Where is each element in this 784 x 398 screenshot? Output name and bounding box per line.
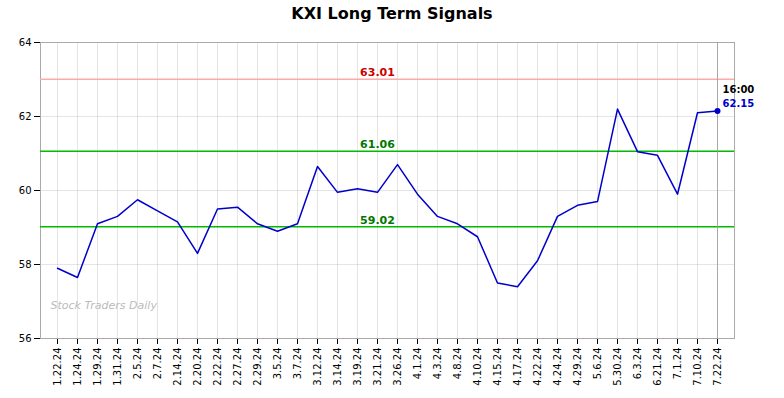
svg-text:4.22.24: 4.22.24 <box>532 348 543 386</box>
svg-text:1.31.24: 1.31.24 <box>112 348 123 386</box>
svg-text:3.26.24: 3.26.24 <box>392 348 403 386</box>
svg-text:63.01: 63.01 <box>360 66 395 79</box>
svg-text:4.8.24: 4.8.24 <box>452 348 463 380</box>
svg-text:6.21.24: 6.21.24 <box>652 348 663 386</box>
svg-text:64: 64 <box>19 37 32 48</box>
svg-text:2.22.24: 2.22.24 <box>212 348 223 386</box>
svg-text:4.24.24: 4.24.24 <box>552 348 563 386</box>
svg-text:60: 60 <box>19 185 32 196</box>
svg-text:2.7.24: 2.7.24 <box>152 348 163 380</box>
svg-text:4.1.24: 4.1.24 <box>412 348 423 380</box>
svg-text:2.5.24: 2.5.24 <box>132 348 143 380</box>
svg-text:7.1.24: 7.1.24 <box>672 348 683 380</box>
svg-text:3.14.24: 3.14.24 <box>332 348 343 386</box>
svg-text:5.6.24: 5.6.24 <box>592 348 603 380</box>
svg-text:Stock Traders Daily: Stock Traders Daily <box>51 299 158 312</box>
svg-text:4.29.24: 4.29.24 <box>572 348 583 386</box>
svg-text:3.5.24: 3.5.24 <box>272 348 283 380</box>
svg-text:7.22.24: 7.22.24 <box>712 348 723 386</box>
svg-text:56: 56 <box>19 333 32 344</box>
svg-text:61.06: 61.06 <box>360 138 395 151</box>
svg-text:2.20.24: 2.20.24 <box>192 348 203 386</box>
svg-text:6.3.24: 6.3.24 <box>632 348 643 380</box>
svg-text:59.02: 59.02 <box>360 214 395 227</box>
svg-text:4.15.24: 4.15.24 <box>492 348 503 386</box>
svg-text:16:00: 16:00 <box>723 84 755 95</box>
svg-text:2.29.24: 2.29.24 <box>252 348 263 386</box>
svg-text:62.15: 62.15 <box>723 98 755 109</box>
svg-text:5.30.24: 5.30.24 <box>612 348 623 386</box>
svg-text:2.14.24: 2.14.24 <box>172 348 183 386</box>
svg-text:1.24.24: 1.24.24 <box>72 348 83 386</box>
svg-text:3.7.24: 3.7.24 <box>292 348 303 380</box>
svg-text:3.19.24: 3.19.24 <box>352 348 363 386</box>
svg-text:2.27.24: 2.27.24 <box>232 348 243 386</box>
svg-text:1.29.24: 1.29.24 <box>92 348 103 386</box>
svg-text:4.10.24: 4.10.24 <box>472 348 483 386</box>
svg-text:3.12.24: 3.12.24 <box>312 348 323 386</box>
svg-text:58: 58 <box>19 259 32 270</box>
svg-text:4.3.24: 4.3.24 <box>432 348 443 380</box>
svg-text:7.10.24: 7.10.24 <box>692 348 703 386</box>
svg-text:62: 62 <box>19 111 32 122</box>
html-text:KXI Long Term Signals: KXI Long Term Signals <box>291 4 493 23</box>
svg-text:3.21.24: 3.21.24 <box>372 348 383 386</box>
svg-text:4.17.24: 4.17.24 <box>512 348 523 386</box>
svg-text:1.22.24: 1.22.24 <box>52 348 63 386</box>
